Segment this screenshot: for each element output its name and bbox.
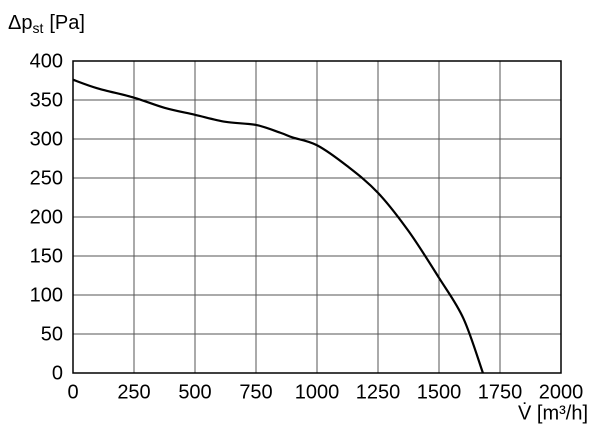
y-tick-label: 100 <box>30 284 63 306</box>
y-tick-label: 250 <box>30 167 63 189</box>
y-tick-label: 300 <box>30 128 63 150</box>
x-tick-label: 1250 <box>356 381 401 403</box>
plot-frame <box>72 60 562 374</box>
y-tick-label: 50 <box>41 323 63 345</box>
y-tick-label: 400 <box>30 50 63 72</box>
x-tick-label: 1000 <box>295 381 340 403</box>
y-tick-label: 0 <box>52 362 63 384</box>
x-tick-label: 750 <box>239 381 272 403</box>
y-label-main: Δp <box>8 12 32 34</box>
y-axis-label: Δpst [Pa] <box>8 12 85 35</box>
x-tick-label: 1750 <box>478 381 523 403</box>
y-tick-label: 350 <box>30 89 63 111</box>
y-tick-label: 150 <box>30 245 63 267</box>
y-label-sub: st <box>32 20 43 36</box>
curve <box>72 78 484 374</box>
x-tick-label: 1500 <box>417 381 462 403</box>
x-tick-label: 250 <box>117 381 150 403</box>
x-tick-label: 2000 <box>539 381 584 403</box>
x-tick-label: 500 <box>178 381 211 403</box>
x-axis-label: V̇ [m³/h] <box>518 402 588 424</box>
y-label-unit: [Pa] <box>49 12 85 34</box>
y-tick-label: 200 <box>30 206 63 228</box>
x-tick-label: 0 <box>67 381 78 403</box>
